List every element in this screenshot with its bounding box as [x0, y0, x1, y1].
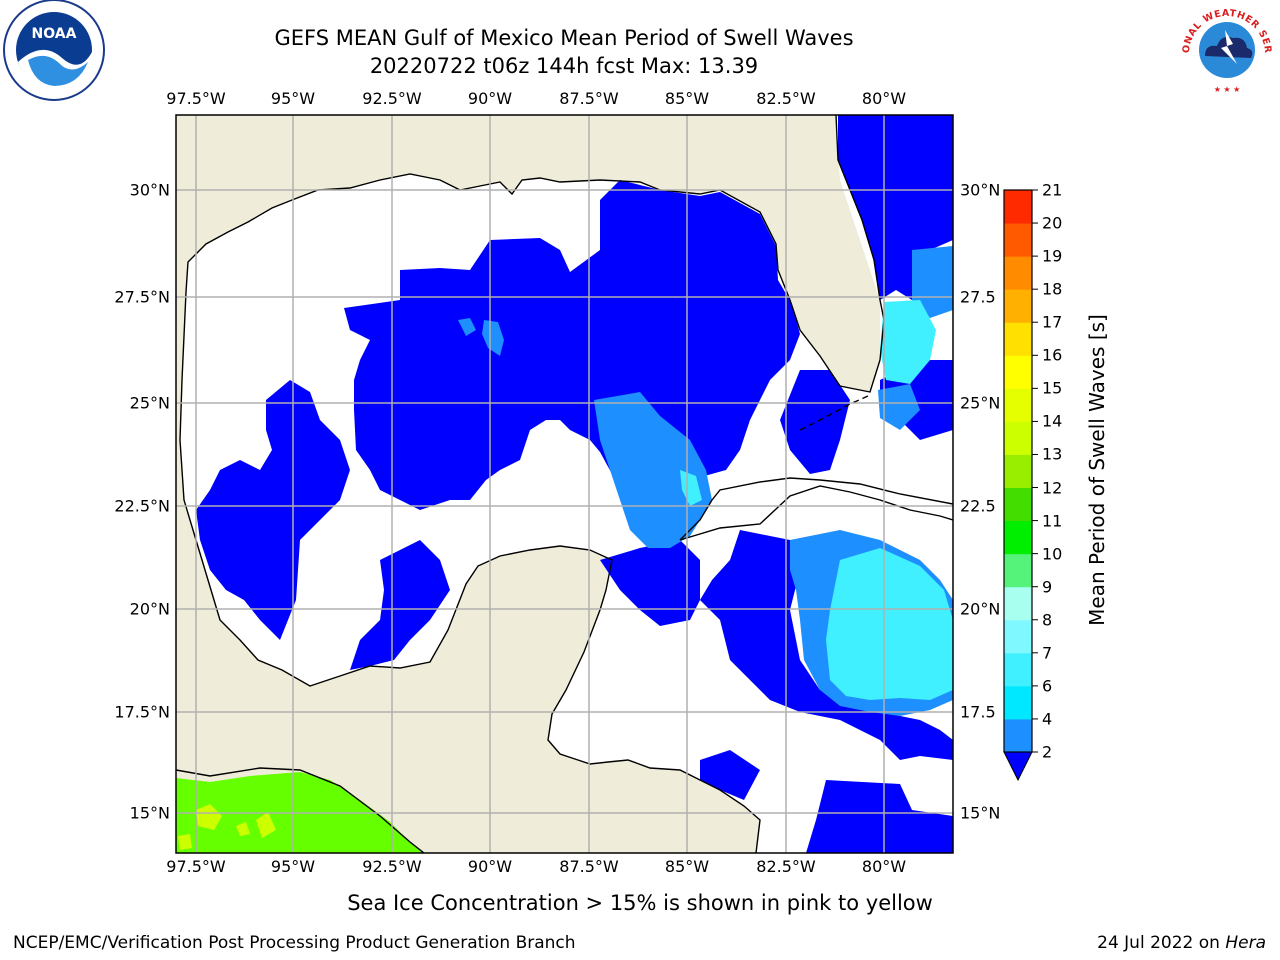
colorbar-under-arrow — [1003, 751, 1033, 782]
colorbar-tick-label: 14 — [1042, 411, 1063, 431]
lat-tick-right: 20°N — [960, 599, 1001, 619]
colorbar-tick-label: 6 — [1042, 676, 1053, 696]
lon-tick-top: 92.5°W — [362, 89, 422, 108]
colorbar-segment — [1004, 421, 1032, 455]
lat-tick-left: 30°N — [129, 180, 170, 200]
lon-tick-top: 95°W — [270, 89, 316, 108]
lon-tick-top: 80°W — [861, 89, 907, 108]
lat-tick-left: 22.5°N — [114, 496, 170, 516]
lon-tick-bottom: 87.5°W — [559, 857, 619, 876]
colorbar-tick-label: 10 — [1042, 544, 1063, 564]
lon-tick-bottom: 90°W — [467, 857, 513, 876]
lon-tick-top: 85°W — [664, 89, 710, 108]
colorbar-segment — [1004, 652, 1032, 687]
chart-title: GEFS MEAN Gulf of Mexico Mean Period of … — [274, 26, 854, 50]
swell-yellow-green — [178, 804, 276, 850]
lon-tick-bottom: 95°W — [270, 857, 316, 876]
colorbar-segment — [1004, 223, 1032, 257]
colorbar-segment — [1004, 322, 1032, 356]
lat-tick-left: 25°N — [129, 393, 170, 413]
lon-tick-bottom: 82.5°W — [756, 857, 816, 876]
chart-subtitle: 20220722 t06z 144h fcst Max: 13.39 — [369, 54, 759, 78]
colorbar-tick-label: 15 — [1042, 378, 1063, 398]
lat-tick-right: 27.5 — [960, 287, 996, 307]
swell-cyan — [680, 300, 953, 700]
lat-tick-left: 17.5°N — [114, 702, 170, 722]
florida-keys — [799, 395, 869, 431]
lon-tick-top: 82.5°W — [756, 89, 816, 108]
noaa-logo-text: NOAA — [32, 26, 77, 42]
colorbar-segment — [1004, 190, 1032, 224]
colorbar-tick-label: 4 — [1042, 709, 1053, 729]
colorbar-tick-label: 12 — [1042, 478, 1063, 498]
colorbar-segment — [1004, 586, 1032, 621]
run-date-value: 24 Jul 2022 — [1097, 933, 1194, 953]
sea-ice-note: Sea Ice Concentration > 15% is shown in … — [347, 891, 933, 915]
colorbar-tick-label: 16 — [1042, 345, 1063, 365]
lat-tick-right: 25°N — [960, 393, 1001, 413]
colorbar-segment — [1004, 685, 1032, 720]
colorbar-tick-label: 9 — [1042, 577, 1053, 597]
colorbar-segment — [1004, 355, 1032, 389]
nws-logo-icon: NATIONAL WEATHER SERVICE ★ ★ ★ — [1175, 0, 1273, 94]
colorbar-segment — [1004, 487, 1032, 522]
run-date: 24 Jul 2022 on Hera — [1097, 933, 1266, 953]
colorbar-segment — [1004, 619, 1032, 654]
colorbar-tick-label: 18 — [1042, 279, 1063, 299]
colorbar-tick-label: 17 — [1042, 312, 1063, 332]
lat-tick-left: 27.5°N — [114, 287, 170, 307]
colorbar-tick-label: 21 — [1042, 180, 1063, 200]
lon-tick-top: 90°W — [467, 89, 513, 108]
lon-tick-bottom: 92.5°W — [362, 857, 422, 876]
colorbar-segment — [1004, 454, 1032, 489]
run-machine: Hera — [1225, 933, 1266, 953]
credit-text: NCEP/EMC/Verification Post Processing Pr… — [13, 933, 576, 953]
lat-tick-right: 15°N — [960, 803, 1001, 823]
map-gridlines — [176, 115, 953, 853]
lon-tick-top: 87.5°W — [559, 89, 619, 108]
colorbar-segment — [1004, 289, 1032, 323]
lat-tick-left: 20°N — [129, 599, 170, 619]
colorbar-segment — [1004, 553, 1032, 588]
lon-tick-bottom: 80°W — [861, 857, 907, 876]
noaa-logo-icon: NOAA — [3, 0, 105, 101]
colorbar-tick-label: 13 — [1042, 444, 1063, 464]
run-date-on: on — [1198, 933, 1220, 953]
lat-tick-right: 22.5 — [960, 496, 996, 516]
lat-tick-left: 15°N — [129, 803, 170, 823]
lat-tick-right: 17.5 — [960, 702, 996, 722]
colorbar-tick-label: 8 — [1042, 610, 1053, 630]
coastlines — [176, 115, 953, 853]
lon-tick-bottom: 85°W — [664, 857, 710, 876]
colorbar-segment — [1004, 718, 1032, 753]
lon-tick-top: 97.5°W — [166, 89, 226, 108]
colorbar-segment — [1004, 388, 1032, 422]
colorbar-outline — [1003, 189, 1033, 753]
colorbar-segment — [1004, 520, 1032, 555]
colorbar-tick-label: 19 — [1042, 246, 1063, 266]
lon-tick-bottom: 97.5°W — [166, 857, 226, 876]
colorbar-segment — [1004, 256, 1032, 290]
colorbar-tick-label: 20 — [1042, 213, 1063, 233]
colorbar-tick-label: 11 — [1042, 511, 1063, 531]
colorbar-label: Mean Period of Swell Waves [s] — [1085, 314, 1109, 626]
colorbar-tick-label: 2 — [1042, 742, 1053, 762]
svg-text:★ ★ ★: ★ ★ ★ — [1214, 85, 1241, 94]
colorbar-tick-label: 7 — [1042, 643, 1053, 663]
lat-tick-right: 30°N — [960, 180, 1001, 200]
